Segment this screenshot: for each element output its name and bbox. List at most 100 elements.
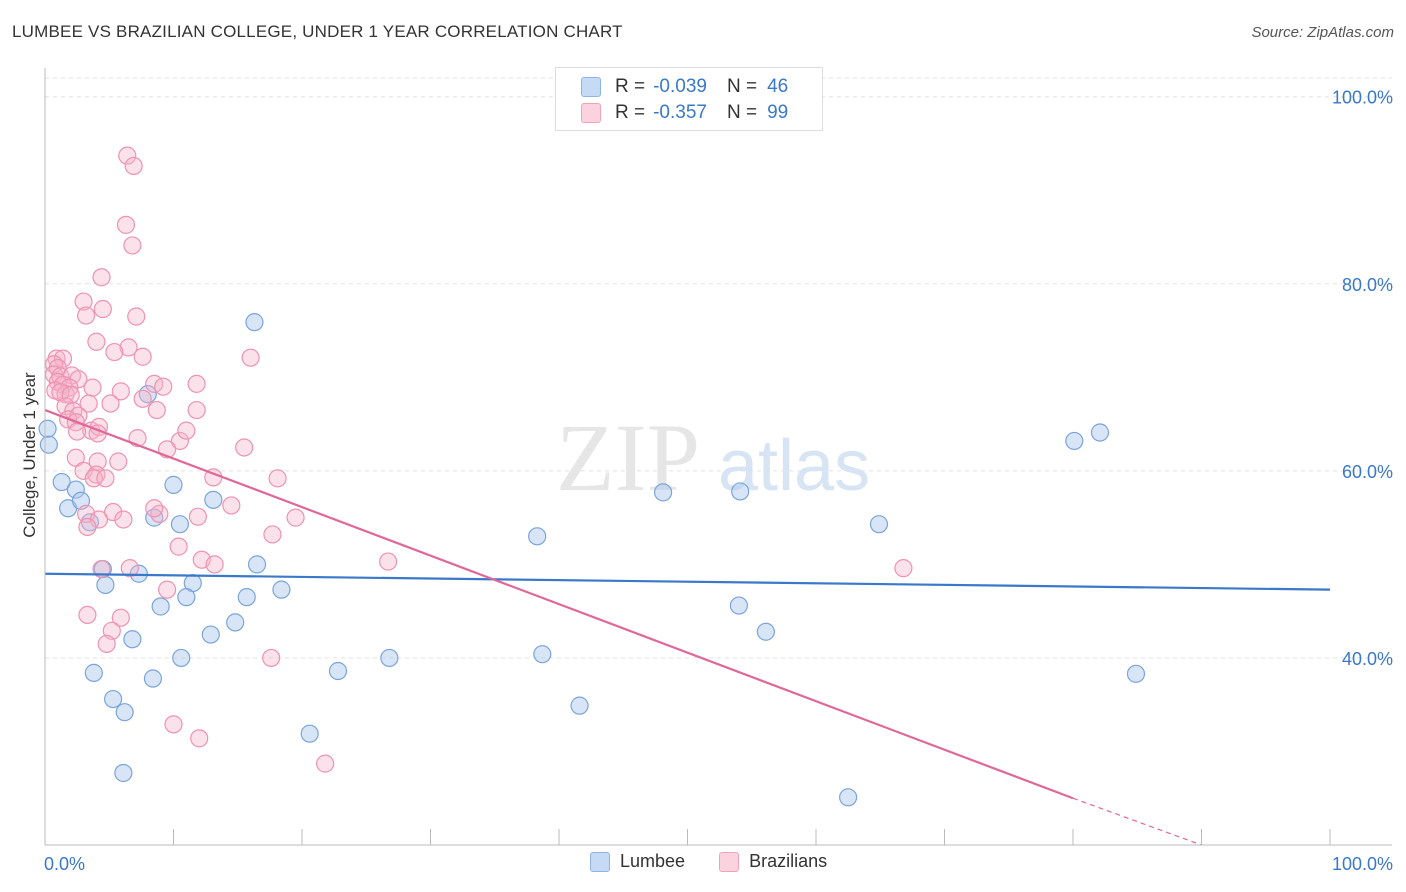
brazilians-n-label: N = — [726, 102, 758, 123]
brazilian-point — [77, 306, 96, 325]
brazilian-point — [53, 349, 73, 368]
lumbee-r-label: R = — [615, 76, 646, 97]
lumbee-point — [869, 515, 889, 534]
y-tick-label: 40.0% — [1342, 649, 1393, 669]
brazilian-point — [268, 469, 287, 488]
brazilian-point — [118, 146, 137, 165]
brazilian-point — [104, 502, 123, 522]
series-legend: Lumbee Brazilians — [590, 851, 827, 872]
brazilian-point — [169, 537, 188, 556]
lumbee-point — [172, 648, 191, 668]
brazilian-point — [157, 580, 177, 599]
lumbee-point — [328, 661, 348, 681]
lumbee-point — [570, 696, 589, 715]
brazilians-n-value: 99 — [767, 102, 789, 123]
x-tick-label: 0.0% — [44, 854, 85, 874]
lumbee-point — [66, 480, 85, 499]
lumbee-trend-line — [44, 572, 1331, 591]
correlation-legend: R = -0.039 N = 46 R = -0.357 N = 99 — [555, 67, 823, 131]
brazilian-point — [205, 555, 224, 574]
lumbee-point — [272, 580, 291, 599]
brazilian-point — [74, 292, 93, 311]
brazilian-point — [111, 608, 130, 627]
brazilian-point — [68, 422, 87, 441]
lumbee-point — [237, 588, 256, 607]
lumbee-point — [756, 622, 775, 641]
brazilian-point — [262, 648, 281, 668]
lumbee-point — [653, 483, 673, 502]
lumbee-point — [143, 669, 163, 688]
brazilian-point — [109, 452, 128, 471]
lumbee-point — [245, 313, 264, 332]
lumbee-point — [729, 596, 749, 615]
brazilian-point — [114, 510, 133, 529]
grid-layer — [45, 77, 1392, 659]
lumbee-point — [38, 419, 57, 438]
brazilian-point — [133, 347, 152, 366]
lumbee-legend-swatch-icon — [590, 851, 610, 872]
lumbee-point — [52, 472, 71, 492]
brazilian-point — [164, 715, 183, 734]
brazilian-point — [316, 754, 335, 773]
brazilian-point — [111, 382, 130, 401]
brazilian-point — [145, 499, 164, 518]
brazilian-point — [894, 559, 913, 578]
brazilian-point — [105, 342, 124, 362]
brazilians-legend-swatch-icon — [719, 851, 740, 872]
chart-title: LUMBEE VS BRAZILIAN COLLEGE, UNDER 1 YEA… — [12, 22, 623, 41]
watermark-zip: ZIP — [556, 404, 700, 511]
axis-layer: 40.0% 60.0% 80.0% 100.0% 0.0% 100.0% — [44, 68, 1393, 874]
lumbee-point — [1065, 431, 1084, 451]
brazilian-point — [187, 374, 206, 393]
y-tick-label: 100.0% — [1332, 88, 1393, 108]
brazilian-point — [83, 378, 102, 397]
lumbee-point — [380, 648, 399, 668]
legend-row-brazilians: R = -0.357 N = 99 — [581, 101, 788, 125]
lumbee-point — [300, 724, 319, 743]
lumbee-point — [177, 588, 196, 607]
brazilian-point — [92, 268, 111, 287]
brazilian-point — [78, 517, 97, 537]
lumbee-point — [839, 788, 858, 807]
brazilian-point — [154, 377, 173, 396]
brazilian-point — [133, 389, 152, 408]
lumbee-n-value: 46 — [767, 76, 789, 97]
brazilian-point — [97, 634, 116, 653]
brazilian-point — [101, 394, 120, 413]
brazilian-point — [79, 394, 98, 413]
lumbee-point — [247, 555, 267, 574]
lumbee-r-value: -0.039 — [653, 76, 707, 97]
brazilian-point — [96, 469, 115, 488]
brazilian-point — [120, 559, 139, 578]
brazilians-r-value: -0.357 — [653, 102, 707, 123]
brazilian-point — [235, 438, 254, 457]
lumbee-n-label: N = — [726, 76, 758, 97]
lumbee-point — [170, 515, 190, 534]
brazilian-point — [127, 307, 146, 326]
legend-row-lumbee: R = -0.039 N = 46 — [581, 75, 788, 99]
lumbee-point — [39, 435, 58, 454]
brazilian-point — [187, 400, 206, 420]
brazilian-point — [61, 385, 80, 405]
brazilian-point — [222, 496, 241, 515]
lumbee-point — [204, 490, 223, 509]
brazilians-legend-label: Brazilians — [749, 851, 828, 871]
brazilian-point — [116, 215, 136, 234]
points-layer — [38, 146, 1146, 807]
y-tick-label: 60.0% — [1342, 462, 1393, 482]
brazilian-point — [78, 605, 97, 625]
brazilian-point — [177, 421, 196, 440]
brazilian-point — [378, 552, 398, 571]
lumbee-point — [1126, 664, 1146, 683]
lumbee-point — [151, 597, 170, 616]
brazilian-point — [119, 338, 138, 357]
trend-layer — [44, 409, 1331, 846]
brazilian-point — [124, 156, 143, 176]
brazilian-point — [123, 236, 142, 255]
brazilian-point — [241, 348, 260, 367]
brazilian-point — [190, 729, 209, 748]
brazilians-r-label: R = — [615, 102, 646, 123]
lumbee-point — [226, 613, 245, 632]
brazilian-point — [88, 452, 107, 471]
